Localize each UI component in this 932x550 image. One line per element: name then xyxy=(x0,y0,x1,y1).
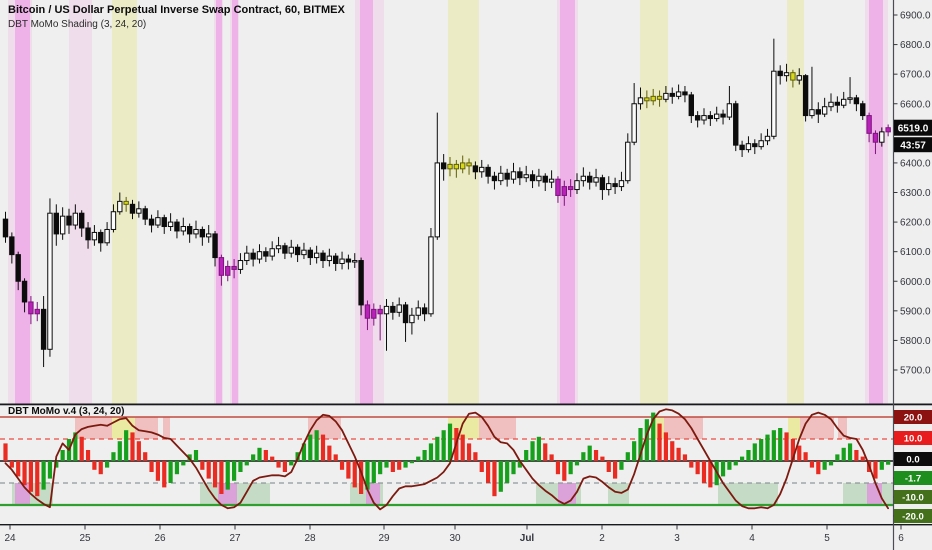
time-axis[interactable]: 24 25 26 27 28 29 30 Jul 2 3 4 5 6 xyxy=(4,525,904,545)
indicator-badge-label: -10.0 xyxy=(902,493,924,504)
shading-band-magenta xyxy=(232,0,238,404)
zone-overbought xyxy=(664,417,703,439)
zone-overbought xyxy=(75,417,112,439)
time-tick-label: 2 xyxy=(599,533,605,544)
zone-overbought xyxy=(163,417,170,439)
time-tick-label: 4 xyxy=(749,533,755,544)
indicator-badge-label: -20.0 xyxy=(902,512,924,523)
indicator-level-badge xyxy=(894,471,932,485)
price-tick-label: 6100.0 xyxy=(900,247,931,258)
zone-overbought xyxy=(479,417,516,439)
momentum-zones xyxy=(12,417,893,505)
time-tick-label: 24 xyxy=(4,533,16,544)
price-tick-label: 6800.0 xyxy=(900,40,931,51)
price-tick-label: 6400.0 xyxy=(900,158,931,169)
shading-band-pink xyxy=(8,0,32,404)
price-tick-label: 6700.0 xyxy=(900,70,931,81)
indicator-badge-label: 10.0 xyxy=(904,434,923,445)
time-tick-label: 30 xyxy=(449,533,461,544)
momentum-histogram xyxy=(3,412,891,497)
shading-band-pink xyxy=(230,0,239,404)
shading-band-magenta xyxy=(560,0,575,404)
last-price-badge: 6519.0 xyxy=(894,119,932,136)
zone-oversold xyxy=(608,483,629,505)
shading-band-pink xyxy=(557,0,578,404)
zone-oversold-signal xyxy=(15,483,30,505)
time-tick-label: 28 xyxy=(304,533,316,544)
svg-text:6519.0: 6519.0 xyxy=(898,124,929,135)
indicator-level-badge xyxy=(894,452,932,466)
time-axis-separator xyxy=(0,524,932,526)
price-axis[interactable]: 6900.0 6800.0 6700.0 6600.0 6400.0 6300.0 6200… xyxy=(893,11,932,377)
time-tick-label: 3 xyxy=(674,533,680,544)
indicator-level-badge xyxy=(894,410,932,424)
zone-overbought xyxy=(838,417,847,439)
time-tick-label: 25 xyxy=(79,533,91,544)
zone-overbought xyxy=(800,417,834,439)
price-tick-label: 6900.0 xyxy=(900,11,931,22)
price-tick-label: 5900.0 xyxy=(900,306,931,317)
time-tick-label: 29 xyxy=(378,533,390,544)
pane-separator[interactable] xyxy=(0,403,932,406)
price-tick-label: 6000.0 xyxy=(900,277,931,288)
svg-text:43:57: 43:57 xyxy=(900,141,926,152)
price-tick-label: 5800.0 xyxy=(900,336,931,347)
countdown-badge: 43:57 xyxy=(894,137,932,153)
shading-band-magenta xyxy=(360,0,373,404)
time-tick-label: 27 xyxy=(229,533,241,544)
shading-band-yellow xyxy=(448,0,479,404)
indicator-level-badge xyxy=(894,490,932,504)
shading-band-pink xyxy=(214,0,223,404)
shading-band-yellow xyxy=(787,0,804,404)
time-tick-label: 5 xyxy=(824,533,830,544)
zone-overbought-signal xyxy=(788,417,800,439)
indicator-level-badge xyxy=(894,509,932,523)
zone-oversold xyxy=(718,483,778,505)
price-tick-label: 6200.0 xyxy=(900,218,931,229)
vertical-bands-layer xyxy=(8,0,888,404)
indicator-level-badge xyxy=(894,431,932,445)
price-tick-label: 5700.0 xyxy=(900,366,931,377)
shading-band-yellow xyxy=(640,0,668,404)
indicator-badge-label: -1.7 xyxy=(905,474,921,485)
price-tick-label: 6600.0 xyxy=(900,99,931,110)
time-tick-label: Jul xyxy=(520,533,535,544)
momentum-line xyxy=(4,408,889,511)
shading-band-magenta xyxy=(216,0,222,404)
shading-band-magenta xyxy=(869,0,883,404)
shading-band-pink xyxy=(355,0,384,404)
shading-band-pink xyxy=(69,0,92,404)
candlestick-series xyxy=(2,38,891,368)
indicator-badge-label: 0.0 xyxy=(906,455,919,466)
price-tick-label: 6300.0 xyxy=(900,188,931,199)
indicator-badge-label: 20.0 xyxy=(904,413,923,424)
time-tick-label: 26 xyxy=(154,533,166,544)
time-tick-label: 6 xyxy=(898,533,904,544)
zone-overbought xyxy=(135,417,158,439)
shading-band-magenta xyxy=(15,0,30,404)
shading-band-pink xyxy=(865,0,888,404)
indicator-axis[interactable]: 20.0 10.0 0.0 -1.7 -10.0 -20.0 xyxy=(893,410,932,523)
